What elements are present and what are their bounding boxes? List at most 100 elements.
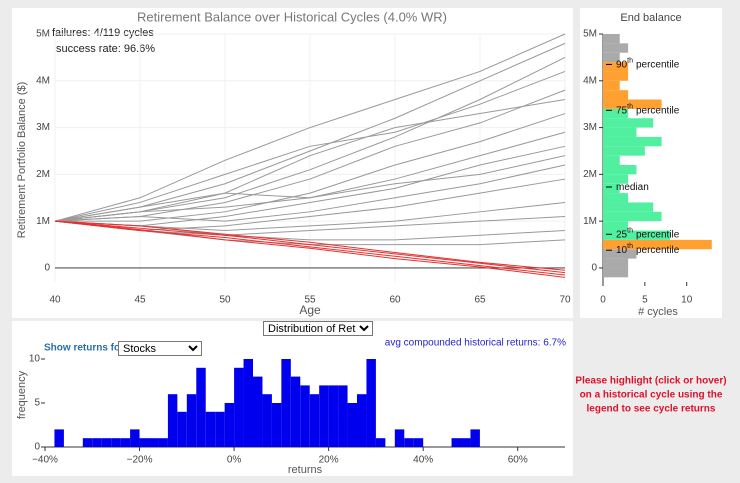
control-label: Show returns for (44, 343, 124, 354)
bar (205, 411, 216, 447)
bar (603, 118, 654, 128)
bar (366, 359, 376, 447)
y-axis-label: frequency (16, 370, 28, 419)
percentile-label: 25th percentile (616, 228, 680, 240)
bar (603, 193, 629, 203)
y-tick-label: 5M (583, 29, 597, 40)
x-axis-label: returns (288, 464, 323, 476)
percentile-word: percentile (636, 229, 680, 240)
y-tick-label: 1M (583, 216, 597, 227)
percentile-label: 75th percentile (616, 104, 680, 116)
bar (309, 394, 320, 447)
bar (603, 249, 637, 259)
bar (603, 71, 629, 81)
cycle-line (54, 164, 566, 222)
percentile-ordinal: 75 (616, 105, 628, 116)
bar (461, 438, 471, 447)
cycle-line (54, 220, 566, 276)
view-select[interactable]: Distribution of Returns (263, 321, 373, 336)
bar (253, 376, 263, 447)
x-tick-label: −20% (127, 455, 153, 466)
bar (177, 411, 187, 447)
bar (120, 438, 131, 447)
x-tick-label: 10 (681, 295, 693, 306)
bar (603, 43, 629, 53)
cycle-line (54, 220, 566, 278)
x-tick-label: 0% (227, 455, 242, 466)
y-tick-label: 4M (583, 75, 597, 86)
bar (167, 394, 178, 447)
cycle-line (54, 33, 566, 222)
bar (603, 127, 637, 137)
y-tick-label: 4M (36, 75, 50, 86)
cycle-line (55, 113, 566, 222)
percentile-word: percentile (636, 245, 680, 256)
percentile-suffix: th (627, 244, 633, 251)
annotation: failures: 4/119 cycles (52, 27, 154, 39)
end-balance-panel (580, 8, 722, 318)
bar (111, 438, 121, 447)
y-tick-label: 2M (36, 169, 50, 180)
bar (603, 108, 629, 119)
bar (300, 385, 310, 447)
y-tick-label: 3M (583, 122, 597, 133)
bar (196, 367, 206, 447)
x-tick-label: 40% (413, 455, 433, 466)
bar (319, 385, 329, 447)
cycle-line (54, 70, 566, 222)
bar (92, 438, 102, 447)
x-tick-label: 20% (319, 455, 339, 466)
bar (149, 438, 159, 447)
bar (262, 394, 272, 447)
x-tick-label: 45 (134, 295, 146, 306)
bar (130, 429, 140, 447)
cycle-line (54, 220, 566, 274)
y-tick-label: 10 (29, 354, 41, 365)
bar (186, 394, 197, 447)
x-axis-label: Age (299, 303, 321, 317)
percentile-label: 90th percentile (616, 58, 680, 70)
y-tick-label: 1M (36, 216, 50, 227)
bar (603, 230, 670, 240)
bar (82, 438, 93, 447)
bar (338, 385, 348, 447)
y-axis-label: Retirement Portfolio Balance ($) (16, 82, 28, 239)
y-tick-label: 0 (34, 442, 40, 453)
bar (603, 239, 712, 250)
bar (347, 403, 357, 447)
bar (234, 367, 244, 447)
percentile-suffix: th (627, 228, 633, 235)
bar (243, 359, 253, 447)
x-tick-label: 5 (642, 295, 648, 306)
percentile-ordinal: 10 (616, 245, 628, 256)
cycle-line (54, 155, 566, 222)
bar (603, 155, 620, 166)
bar (603, 258, 629, 268)
percentile-suffix: th (627, 104, 633, 111)
y-tick-label: 0 (44, 263, 50, 274)
bar (603, 34, 620, 44)
bar (603, 99, 662, 109)
bar (375, 438, 386, 447)
asset-select[interactable]: Stocks (118, 341, 202, 356)
bar (328, 385, 339, 447)
y-tick-label: 3M (36, 122, 50, 133)
x-tick-label: 60% (508, 455, 528, 466)
x-tick-label: 65 (474, 295, 486, 306)
percentile-ordinal: 25 (616, 229, 628, 240)
bar (603, 62, 629, 72)
annotation: success rate: 96.6% (56, 43, 155, 55)
bar (215, 411, 225, 447)
bar (101, 438, 112, 447)
chart-title: End balance (620, 12, 681, 24)
cycle-line (54, 220, 566, 271)
bar (603, 202, 654, 212)
bar (603, 80, 620, 91)
bar (451, 438, 461, 447)
bar (603, 174, 629, 184)
y-tick-label: 5 (34, 398, 40, 409)
x-tick-label: 0 (600, 295, 606, 306)
bar (603, 221, 629, 231)
